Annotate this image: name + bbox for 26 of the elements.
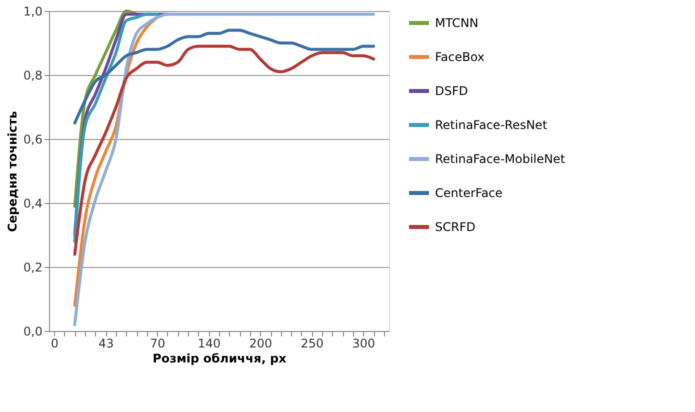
legend-label: RetinaFace-ResNet xyxy=(435,118,548,132)
x-axis-title: Розмір обличчя, px xyxy=(152,352,287,366)
y-tick-label: 0,0 xyxy=(23,324,42,338)
y-axis-title: Середня точність xyxy=(5,110,20,232)
x-tick-label: 200 xyxy=(249,336,272,350)
x-tick-label: 0 xyxy=(50,336,58,350)
legend-label: CenterFace xyxy=(435,186,503,200)
x-tick-label: 250 xyxy=(300,336,324,350)
legend-label: MTCNN xyxy=(435,16,478,30)
line-series xyxy=(73,12,376,326)
legend-label: DSFD xyxy=(435,84,468,98)
legend-label: SCRFD xyxy=(435,220,476,234)
y-tick-label: 0,2 xyxy=(23,260,42,274)
y-tick-label: 0,8 xyxy=(23,68,42,82)
legend-label: FaceBox xyxy=(435,50,484,64)
line-series xyxy=(73,28,376,124)
line-series xyxy=(73,44,376,256)
y-tick-label: 1,0 xyxy=(23,4,42,18)
line-series xyxy=(73,10,138,208)
x-tick-label: 140 xyxy=(198,336,221,350)
x-tick-label: 300 xyxy=(352,336,376,350)
y-tick-label: 0,6 xyxy=(23,132,42,146)
x-tick-label: 70 xyxy=(150,336,166,350)
x-tick-label: 43 xyxy=(98,336,114,350)
legend-label: RetinaFace-MobileNet xyxy=(435,152,566,166)
y-tick-label: 0,4 xyxy=(23,196,42,210)
